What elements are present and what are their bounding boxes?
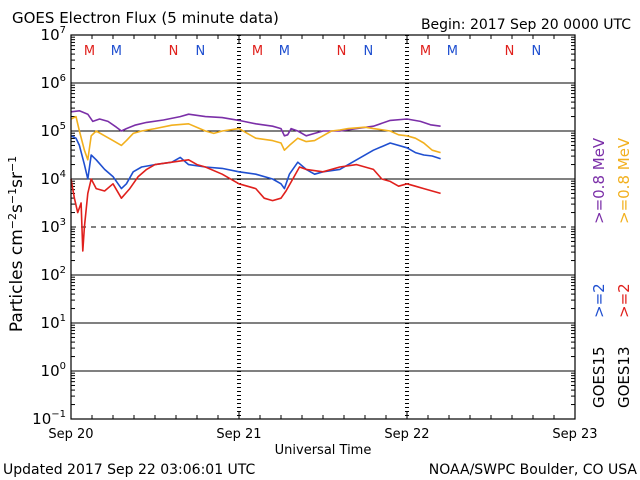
x-tick-label-3: Sep 23 (552, 427, 597, 442)
updated-timestamp: Updated 2017 Sep 22 03:06:01 UTC (3, 462, 256, 478)
x-tick-label-0: Sep 20 (48, 427, 93, 442)
marker-m-8: M (420, 44, 431, 59)
legend-goes15-label: GOES15 (590, 346, 608, 408)
data-series (70, 110, 441, 252)
marker-n-10: N (505, 44, 515, 59)
legend: >=0.8 MeV >=0.8 MeV >=2 >=2 GOES15 GOES1… (590, 137, 633, 408)
x-tick-label-1: Sep 21 (216, 427, 261, 442)
marker-m-0: M (84, 44, 95, 59)
legend-red-label: >=2 (615, 283, 633, 318)
marker-n-2: N (169, 44, 179, 59)
y-tick-label-1e2: 102 (41, 265, 66, 284)
y-tick-label-1e-1: 10−1 (32, 409, 66, 428)
marker-n-3: N (195, 44, 205, 59)
marker-n-7: N (363, 44, 373, 59)
y-axis-label: Particles cm−2s−1sr−1 (6, 156, 27, 332)
legend-goes13-label: GOES13 (615, 346, 633, 408)
marker-m-5: M (279, 44, 290, 59)
y-tick-label-1e4: 104 (41, 169, 66, 188)
marker-m-4: M (252, 44, 263, 59)
y-tick-label-1e5: 105 (41, 121, 66, 140)
y-tick-label-1e3: 103 (41, 217, 66, 236)
marker-m-1: M (111, 44, 122, 59)
legend-yellow-label: >=0.8 MeV (615, 137, 633, 224)
y-tick-label-1e0: 100 (41, 361, 66, 380)
legend-blue-label: >=2 (590, 283, 608, 318)
marker-m-9: M (447, 44, 458, 59)
y-tick-label-1e1: 101 (41, 313, 66, 332)
y-axis-tick-labels: 107 106 105 104 103 102 101 100 10−1 (32, 25, 66, 428)
chart-title: GOES Electron Flux (5 minute data) (12, 9, 279, 27)
legend-purple-label: >=0.8 MeV (590, 137, 608, 224)
y-tick-label-1e7: 107 (41, 25, 66, 44)
plot-frame (70, 34, 576, 420)
marker-n-6: N (337, 44, 347, 59)
x-axis-tick-labels: Sep 20 Sep 21 Sep 22 Sep 23 (48, 427, 597, 442)
legend-goes13-high-energy: >=0.8 MeV (590, 137, 608, 224)
x-axis-label: Universal Time (275, 443, 372, 458)
x-tick-label-2: Sep 22 (384, 427, 429, 442)
begin-date-label: Begin: 2017 Sep 20 0000 UTC (421, 17, 631, 33)
source-credit: NOAA/SWPC Boulder, CO USA (429, 462, 638, 478)
legend-goes15-high-energy: >=0.8 MeV (615, 137, 633, 224)
series-line-2 (70, 135, 441, 190)
series-line-1 (70, 115, 441, 161)
y-tick-label-1e6: 106 (41, 73, 66, 92)
gridlines (71, 36, 575, 406)
series-line-3 (70, 159, 441, 252)
marker-n-11: N (531, 44, 541, 59)
